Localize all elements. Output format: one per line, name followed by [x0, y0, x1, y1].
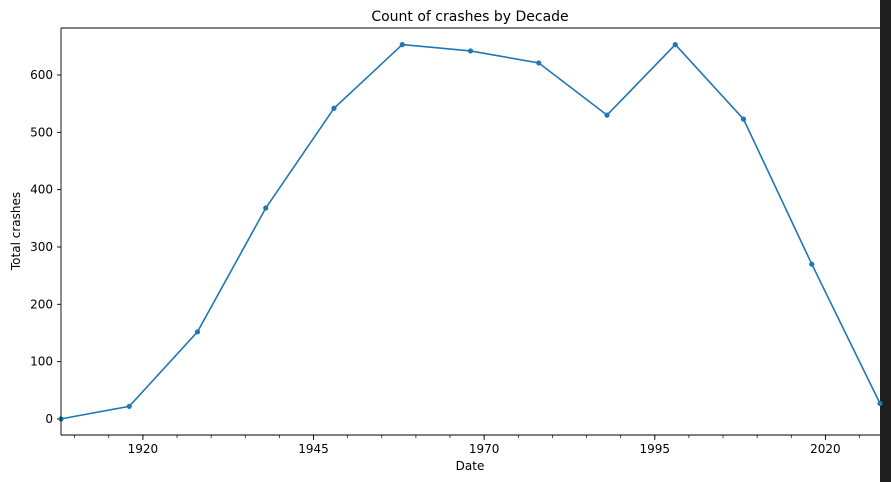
x-tick-label: 1945 — [298, 442, 329, 456]
series-markers — [58, 42, 883, 422]
data-point — [877, 400, 883, 407]
x-axis-ticks: 1920 1945 1970 1995 2020 — [128, 435, 841, 456]
plot-area — [61, 28, 880, 435]
y-tick-label: 500 — [30, 125, 53, 139]
data-point — [263, 205, 269, 211]
data-point — [604, 112, 610, 118]
x-axis-minor-ticks — [74, 435, 860, 438]
y-tick-label: 0 — [45, 412, 53, 426]
y-tick-label: 200 — [30, 297, 53, 311]
data-point — [740, 116, 747, 122]
data-point — [194, 329, 201, 335]
x-tick-label: 1920 — [128, 442, 159, 456]
x-tick-label: 2020 — [810, 442, 841, 456]
x-tick-label: 1995 — [640, 442, 671, 456]
y-axis-ticks: 0 100 200 300 400 500 600 — [30, 68, 61, 426]
data-point — [331, 105, 337, 111]
y-axis-label: Total crashes — [9, 192, 23, 271]
x-axis-label: Date — [456, 459, 485, 473]
data-point — [672, 42, 678, 48]
data-point — [536, 60, 542, 66]
y-tick-label: 300 — [30, 240, 53, 254]
y-tick-label: 600 — [30, 68, 53, 82]
data-point — [126, 403, 132, 409]
x-tick-label: 1970 — [469, 442, 500, 456]
y-tick-label: 400 — [30, 183, 53, 197]
y-tick-label: 100 — [30, 355, 53, 369]
data-point — [399, 42, 405, 48]
chart-title: Count of crashes by Decade — [371, 9, 568, 25]
data-point — [809, 261, 815, 267]
data-point — [467, 48, 474, 54]
